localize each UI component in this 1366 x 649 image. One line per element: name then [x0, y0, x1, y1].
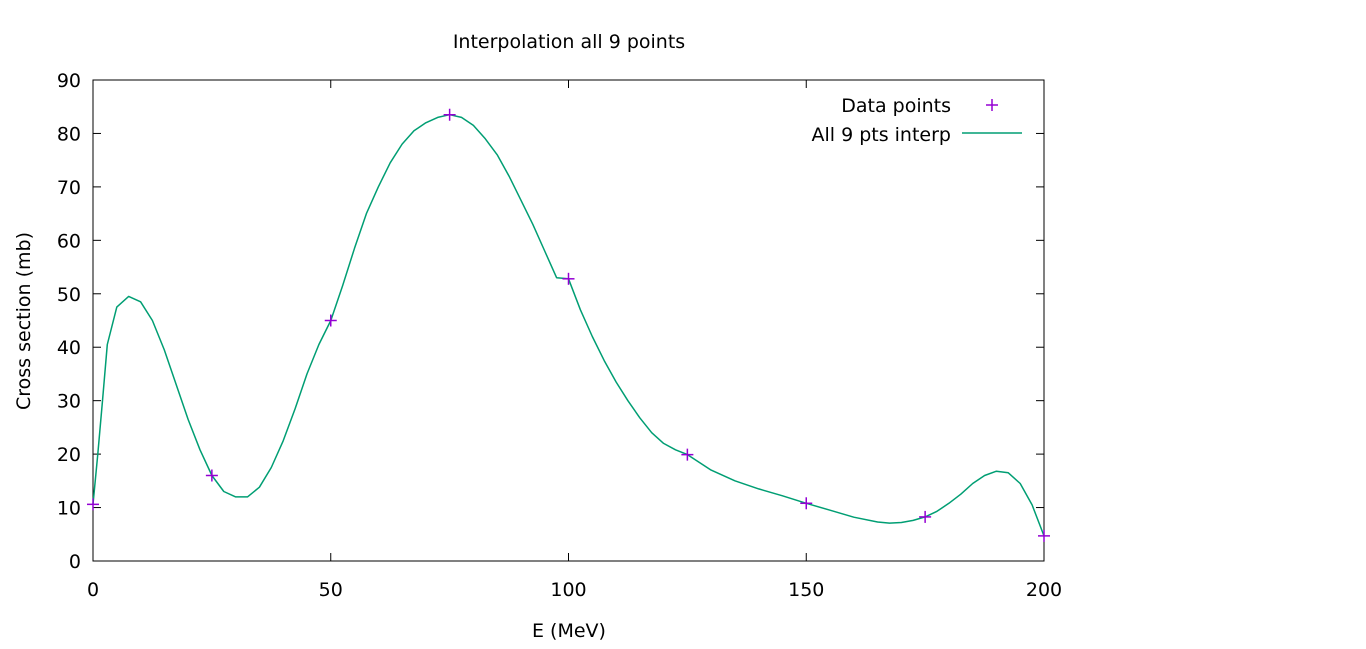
series-points [87, 108, 1050, 542]
x-tick-label: 150 [788, 579, 824, 601]
data-point [205, 469, 218, 482]
y-tick-label: 10 [57, 498, 81, 520]
y-axis-label: Cross section (mb) [13, 232, 35, 410]
plot-frame [92, 79, 1045, 562]
data-point [324, 314, 337, 327]
legend: Data points All 9 pts interp [811, 95, 1022, 146]
series-lines [92, 113, 1045, 537]
x-axis-label: E (MeV) [532, 620, 606, 642]
x-tick-label: 0 [87, 579, 99, 601]
y-tick-label: 40 [57, 337, 81, 359]
y-tick-label: 0 [69, 551, 81, 573]
data-point [1038, 529, 1050, 542]
data-point [443, 108, 456, 121]
y-tick-label: 70 [57, 177, 81, 199]
x-tick-label: 50 [319, 579, 343, 601]
chart-title: Interpolation all 9 points [453, 31, 685, 53]
axis-ticks: 0 50 100 150 200 0 10 20 30 40 50 60 70 80 90 [57, 70, 1062, 601]
x-tick-label: 200 [1026, 579, 1062, 601]
data-point [562, 272, 575, 285]
data-point [87, 498, 99, 511]
y-tick-label: 50 [57, 284, 81, 306]
series-line-interp [92, 113, 1045, 537]
y-tick-label: 20 [57, 444, 81, 466]
data-point [919, 510, 932, 523]
legend-marker-plus [986, 99, 998, 111]
legend-marker-data-points [986, 99, 998, 111]
legend-label-interp: All 9 pts interp [811, 124, 951, 146]
legend-label-data-points: Data points [841, 95, 951, 117]
x-tick-label: 100 [550, 579, 586, 601]
data-point [681, 448, 694, 461]
y-tick-label: 80 [57, 123, 81, 145]
y-tick-label: 90 [57, 70, 81, 92]
data-point [800, 497, 813, 510]
y-tick-label: 30 [57, 391, 81, 413]
y-tick-label: 60 [57, 230, 81, 252]
